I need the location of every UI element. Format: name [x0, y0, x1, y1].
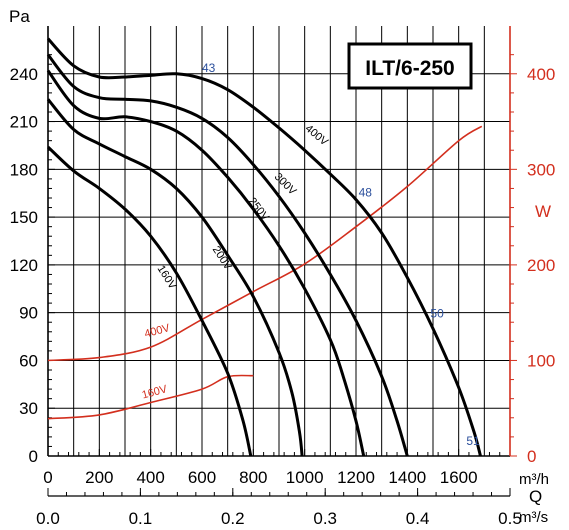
title-box	[347, 42, 473, 90]
y-left-tick-label: 60	[19, 351, 38, 370]
y-left-tick-label: 120	[10, 256, 38, 275]
x-primary-tick-label: 200	[85, 468, 113, 487]
y-left-tick-label: 210	[10, 113, 38, 132]
grid	[47, 26, 511, 457]
x-primary-tick-label: 600	[188, 468, 216, 487]
y-right-tick-label: 200	[527, 256, 555, 275]
x-primary-tick-label: 1600	[440, 468, 478, 487]
pressure-curve-300v	[46, 53, 409, 457]
x-secondary-tick-label: 0.2	[221, 509, 245, 528]
x-primary-tick-label: 1200	[337, 468, 375, 487]
x-primary-unit: m³/h	[519, 471, 549, 488]
x-secondary-tick-label: 0.4	[406, 509, 430, 528]
y-left-tick-label: 90	[19, 304, 38, 323]
y-left-tick-label: 0	[29, 447, 38, 466]
annotation-label: 43	[202, 61, 216, 75]
y-right-unit: W	[535, 202, 551, 221]
annotation-label: 51	[466, 434, 480, 448]
y-left-tick-label: 30	[19, 399, 38, 418]
x-secondary-tick-label: 0.5	[498, 509, 522, 528]
y-right-tick-label: 400	[527, 65, 555, 84]
y-right-tick-label: 300	[527, 160, 555, 179]
x-secondary-unit: m³/s	[519, 509, 548, 526]
y-left-tick-label: 180	[10, 160, 38, 179]
annotation-label: 48	[359, 185, 373, 199]
x-primary-tick-label: 1400	[388, 468, 426, 487]
pressure-curve-160v	[46, 145, 253, 457]
pressure-curve-400v	[46, 37, 482, 457]
y-right-tick-label: 0	[527, 447, 536, 466]
y-left-tick-label: 150	[10, 208, 38, 227]
pressure-curve-250v	[46, 69, 366, 457]
annotation-label: 50	[430, 306, 444, 320]
power-curve-400v	[47, 125, 483, 362]
x-primary-tick-label: 1000	[286, 468, 324, 487]
curves	[46, 37, 483, 457]
y-left-unit: Pa	[9, 7, 30, 26]
axis-ticks: 0 30 60 90 120 150 180 210 240 0 100 200 300 400 0 200 4…	[10, 54, 555, 528]
y-left-tick-label: 240	[10, 65, 38, 84]
x-primary-tick-label: 800	[239, 468, 267, 487]
x-primary-tick-label: 0	[43, 468, 52, 487]
chart-title: ILT/6-250	[365, 57, 454, 80]
x-symbol: Q	[529, 487, 542, 506]
x-secondary-tick-label: 0.1	[129, 509, 153, 528]
y-right-tick-label: 100	[527, 351, 555, 370]
x-primary-tick-label: 400	[136, 468, 164, 487]
x-secondary-tick-label: 0.0	[36, 509, 60, 528]
x-secondary-tick-label: 0.3	[313, 509, 337, 528]
pressure-curve-200v	[46, 98, 304, 457]
